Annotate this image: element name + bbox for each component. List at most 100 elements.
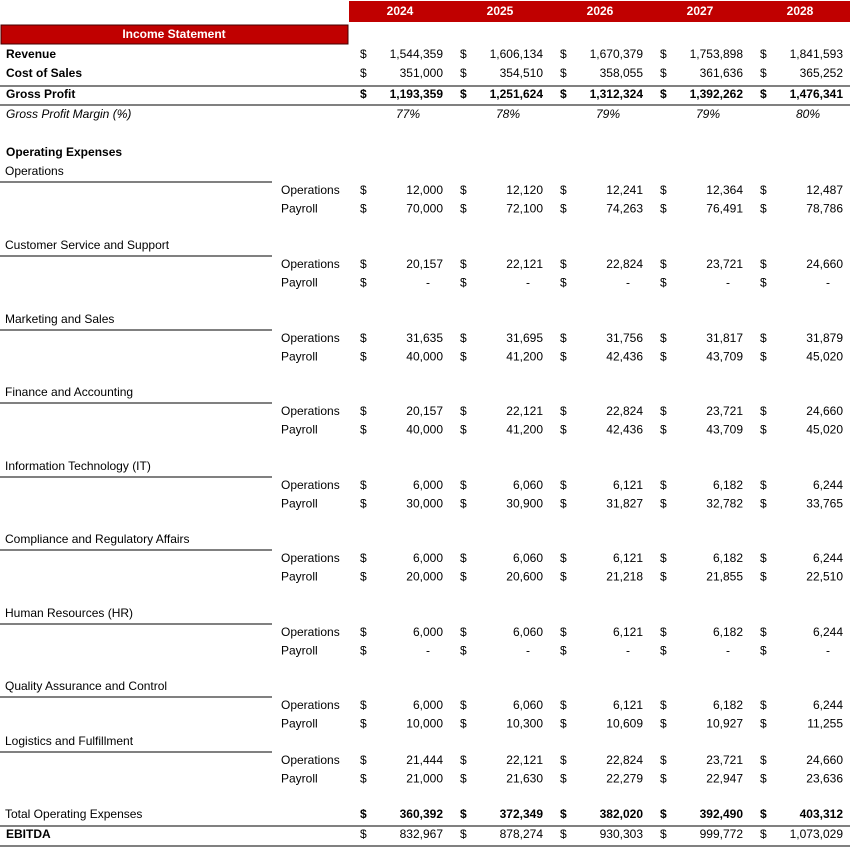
currency-sign: $ [660, 331, 667, 345]
cell-value: 72,100 [506, 202, 543, 216]
cell-value: 1,841,593 [790, 47, 844, 61]
line-item-label: Payroll [281, 570, 318, 584]
currency-sign: $ [460, 331, 467, 345]
currency-sign: $ [460, 625, 467, 639]
currency-sign: $ [660, 350, 667, 364]
currency-sign: $ [660, 772, 667, 786]
currency-sign: $ [760, 87, 767, 101]
currency-sign: $ [760, 698, 767, 712]
cell-value: 43,709 [706, 423, 743, 437]
currency-sign: $ [360, 551, 367, 565]
currency-sign: $ [360, 87, 367, 101]
cell-value: 24,660 [806, 257, 843, 271]
currency-sign: $ [560, 87, 567, 101]
row-label: EBITDA [6, 827, 51, 841]
currency-sign: $ [560, 827, 567, 841]
cell-value: 78% [496, 107, 520, 121]
currency-sign: $ [360, 66, 367, 80]
cell-value: 1,312,324 [590, 87, 644, 101]
cell-value: 32,782 [706, 497, 743, 511]
cell-value: 6,244 [813, 551, 843, 565]
cell-value: 10,000 [406, 717, 443, 731]
cell-value: 361,636 [700, 66, 744, 80]
currency-sign: $ [760, 404, 767, 418]
group-label: Customer Service and Support [5, 238, 170, 252]
cell-value: 12,241 [606, 183, 643, 197]
cell-value: 12,000 [406, 183, 443, 197]
currency-sign: $ [360, 625, 367, 639]
line-item-label: Operations [281, 257, 340, 271]
section-title: Operating Expenses [6, 145, 122, 159]
currency-sign: $ [760, 202, 767, 216]
currency-sign: $ [560, 644, 567, 658]
cell-value: 45,020 [806, 423, 843, 437]
cell-value: - [626, 644, 630, 658]
cell-value: 80% [796, 107, 820, 121]
cell-value: 31,756 [606, 331, 643, 345]
year-header: 2028 [787, 4, 814, 18]
currency-sign: $ [760, 827, 767, 841]
sheet-title: Income Statement [122, 27, 225, 41]
cell-value: 392,490 [700, 807, 744, 821]
cell-value: 1,193,359 [390, 87, 444, 101]
cell-value: 31,879 [806, 331, 843, 345]
currency-sign: $ [460, 570, 467, 584]
cell-value: 382,020 [600, 807, 644, 821]
currency-sign: $ [460, 497, 467, 511]
currency-sign: $ [560, 807, 567, 821]
cell-value: 22,947 [706, 772, 743, 786]
line-item-label: Operations [281, 625, 340, 639]
currency-sign: $ [360, 202, 367, 216]
group-label: Marketing and Sales [5, 312, 114, 326]
currency-sign: $ [460, 644, 467, 658]
cell-value: 22,121 [506, 404, 543, 418]
cell-value: 20,600 [506, 570, 543, 584]
cell-value: - [726, 644, 730, 658]
cell-value: - [426, 276, 430, 290]
cell-value: 43,709 [706, 350, 743, 364]
row-label: Revenue [6, 47, 56, 61]
cell-value: 6,182 [713, 625, 743, 639]
cell-value: 22,121 [506, 753, 543, 767]
cell-value: 78,786 [806, 202, 843, 216]
currency-sign: $ [460, 753, 467, 767]
cell-value: 6,182 [713, 478, 743, 492]
currency-sign: $ [460, 257, 467, 271]
currency-sign: $ [660, 644, 667, 658]
currency-sign: $ [760, 66, 767, 80]
cell-value: 20,000 [406, 570, 443, 584]
currency-sign: $ [760, 644, 767, 658]
currency-sign: $ [660, 404, 667, 418]
currency-sign: $ [560, 753, 567, 767]
cell-value: 10,300 [506, 717, 543, 731]
currency-sign: $ [460, 827, 467, 841]
cell-value: - [526, 276, 530, 290]
currency-sign: $ [660, 276, 667, 290]
currency-sign: $ [760, 276, 767, 290]
cell-value: 79% [696, 107, 720, 121]
cell-value: 6,000 [413, 478, 443, 492]
cell-value: 10,927 [706, 717, 743, 731]
cell-value: 22,121 [506, 257, 543, 271]
cell-value: 372,349 [500, 807, 544, 821]
currency-sign: $ [760, 753, 767, 767]
currency-sign: $ [660, 827, 667, 841]
cell-value: - [826, 644, 830, 658]
cell-value: 12,120 [506, 183, 543, 197]
cell-value: 20,157 [406, 404, 443, 418]
currency-sign: $ [660, 423, 667, 437]
line-item-label: Operations [281, 183, 340, 197]
currency-sign: $ [360, 753, 367, 767]
currency-sign: $ [360, 257, 367, 271]
year-header-band [349, 1, 850, 22]
currency-sign: $ [360, 404, 367, 418]
currency-sign: $ [360, 827, 367, 841]
line-item-label: Payroll [281, 717, 318, 731]
currency-sign: $ [660, 570, 667, 584]
currency-sign: $ [360, 478, 367, 492]
cell-value: 6,060 [513, 625, 543, 639]
cell-value: 1,753,898 [690, 47, 744, 61]
cell-value: 21,444 [406, 753, 443, 767]
currency-sign: $ [760, 183, 767, 197]
currency-sign: $ [660, 202, 667, 216]
